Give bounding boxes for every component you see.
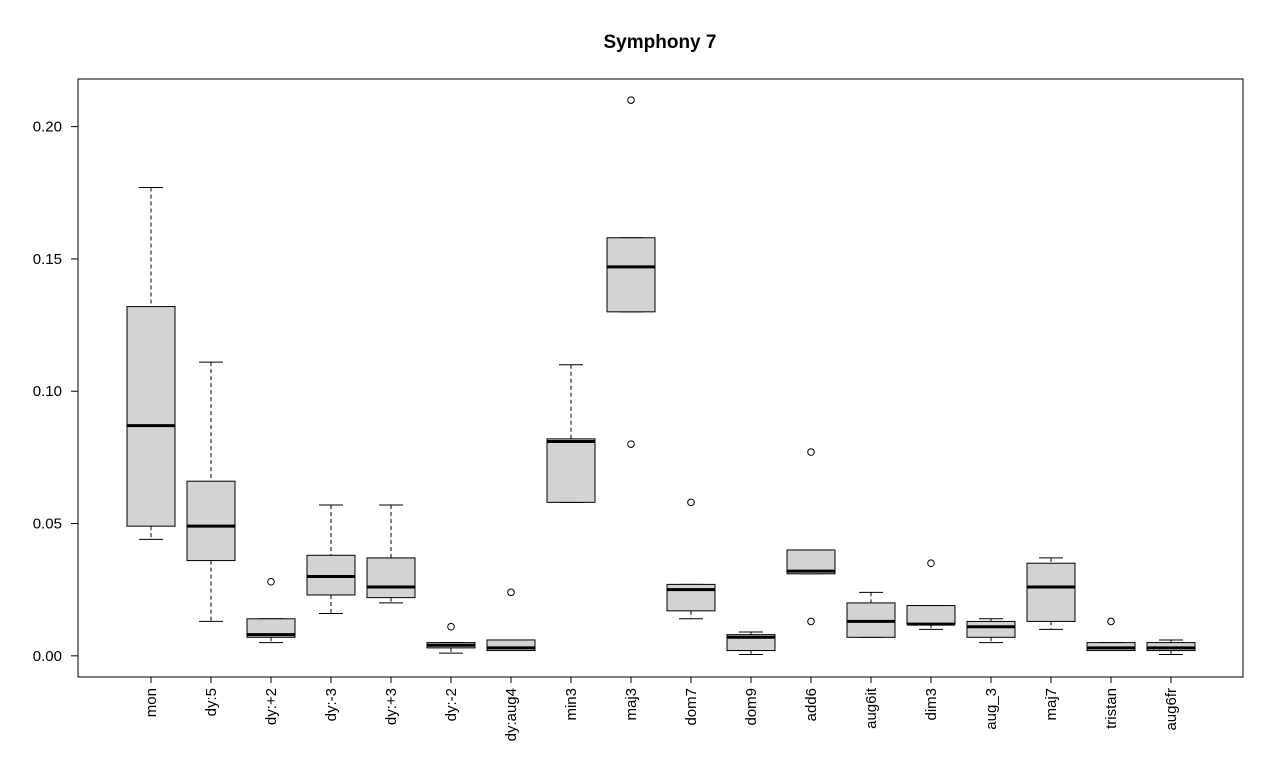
box-mon: [126, 186, 176, 540]
x-tick-label: dy:+2: [263, 688, 280, 725]
box-dom7: [666, 498, 716, 620]
iqr-box: [1026, 562, 1076, 622]
box-dy:-3: [306, 504, 356, 614]
iqr-box: [186, 480, 236, 562]
box-maj7: [1026, 557, 1076, 630]
outlier-point: [687, 498, 695, 507]
x-tick-label: dy:5: [203, 688, 220, 716]
y-axis: 0.00 0.05 0.10 0.15 0.20: [33, 119, 78, 665]
x-tick-label: dom7: [683, 688, 700, 726]
x-tick-label: maj7: [1043, 688, 1060, 721]
box-maj3: [606, 96, 656, 448]
outlier-point: [927, 559, 935, 568]
x-tick-label: dy:-2: [443, 688, 460, 721]
x-tick-label: aug6fr: [1163, 688, 1180, 731]
box-dy:+3: [366, 504, 416, 604]
iqr-box: [546, 438, 596, 503]
chart-title: Symphony 7: [604, 32, 717, 53]
iqr-box: [366, 557, 416, 599]
y-tick-label: 0.05: [33, 516, 62, 533]
x-tick-label: dy:-3: [323, 688, 340, 721]
box-aug6fr: [1146, 639, 1196, 656]
box-dy:-2: [426, 622, 476, 654]
outlier-point: [627, 96, 635, 104]
box-min3: [546, 364, 596, 503]
outlier-point: [267, 577, 275, 586]
boxes-layer: [126, 96, 1196, 656]
y-tick-label: 0.00: [33, 648, 62, 665]
x-tick-label: aug_3: [983, 688, 1000, 730]
iqr-box: [906, 605, 956, 625]
x-axis: mon dy:5 dy:+2 dy:-3 dy:+3 dy:-2 dy:aug4 min3 ma…: [143, 677, 1180, 741]
iqr-box: [786, 549, 836, 575]
box-dy:5: [186, 361, 236, 622]
outlier-point: [627, 440, 635, 448]
iqr-box: [966, 620, 1016, 638]
box-dy:+2: [246, 577, 296, 644]
box-dim3: [906, 559, 956, 630]
x-tick-label: dy:aug4: [503, 688, 520, 741]
outlier-point: [447, 622, 455, 631]
box-dy:aug4: [486, 588, 536, 652]
box-add6: [786, 448, 836, 626]
x-tick-label: mon: [143, 688, 160, 717]
outlier-point: [1107, 617, 1115, 626]
iqr-box: [246, 618, 296, 638]
x-tick-label: add6: [803, 688, 820, 721]
box-dom9: [726, 631, 776, 656]
x-tick-label: aug6it: [863, 687, 880, 729]
outlier-point: [807, 617, 815, 626]
x-tick-label: min3: [563, 688, 580, 721]
x-tick-label: dim3: [923, 688, 940, 721]
outlier-point: [507, 588, 515, 597]
iqr-box: [486, 639, 536, 652]
y-tick-label: 0.10: [33, 383, 62, 400]
box-aug_3: [966, 618, 1016, 644]
x-tick-label: dom9: [743, 688, 760, 726]
iqr-box: [126, 306, 176, 527]
box-aug6it: [846, 591, 896, 638]
box-tristan: [1086, 617, 1136, 652]
x-tick-label: tristan: [1103, 688, 1120, 729]
x-tick-label: dy:+3: [383, 688, 400, 725]
outlier-point: [807, 448, 815, 456]
iqr-box: [606, 237, 656, 313]
plot-frame: [77, 78, 1244, 678]
x-tick-label: maj3: [623, 688, 640, 721]
y-tick-label: 0.15: [33, 251, 62, 268]
y-tick-label: 0.20: [33, 119, 62, 136]
